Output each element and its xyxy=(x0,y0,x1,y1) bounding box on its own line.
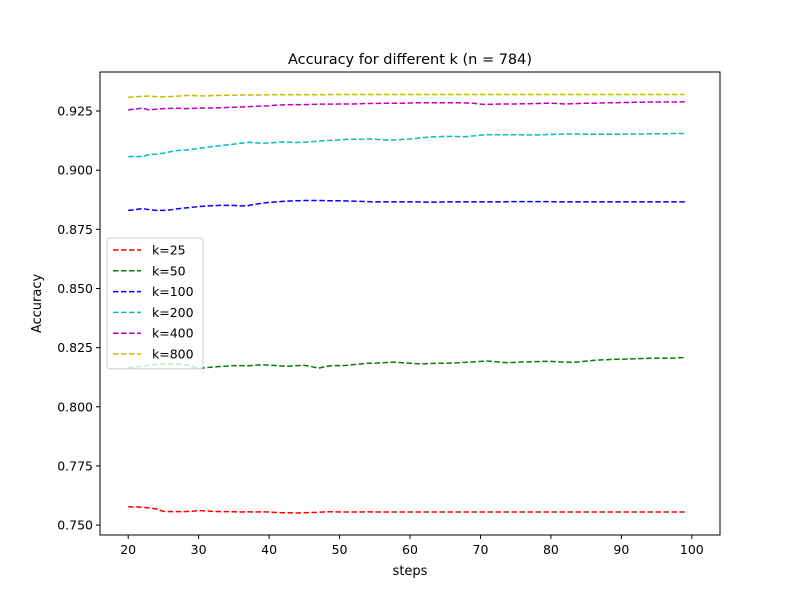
legend: k=25 k=50 k=100 k=200 k=400 k=800 xyxy=(106,237,204,370)
y-tick-label: 0.925 xyxy=(57,104,93,119)
x-tick-label: 50 xyxy=(332,542,348,557)
y-tick-label: 0.800 xyxy=(57,399,93,414)
x-axis-label: steps xyxy=(393,564,428,579)
y-tick-label: 0.875 xyxy=(57,222,93,237)
x-tick-label: 90 xyxy=(613,542,629,557)
legend-label: k=200 xyxy=(152,305,194,320)
series-line-k-400 xyxy=(128,101,685,111)
y-axis-label: Accuracy xyxy=(30,274,45,334)
y-axis-ticks: 0.750 0.775 0.800 0.825 0.850 0.875 0.900 0.925 xyxy=(57,104,100,533)
x-tick-label: 60 xyxy=(402,542,418,557)
chart-title: Accuracy for different k (n = 784) xyxy=(288,52,532,68)
series-line-k-50 xyxy=(128,356,685,370)
x-tick-label: 20 xyxy=(120,542,136,557)
y-tick-label: 0.775 xyxy=(57,458,93,473)
x-tick-label: 70 xyxy=(473,542,489,557)
y-tick-label: 0.750 xyxy=(57,518,93,533)
series-line-k-25 xyxy=(128,506,685,514)
plot-series xyxy=(128,93,685,514)
series-line-k-100 xyxy=(128,199,685,212)
y-tick-label: 0.825 xyxy=(57,340,93,355)
legend-label: k=800 xyxy=(152,347,194,362)
x-tick-label: 100 xyxy=(680,542,704,557)
series-line-k-800 xyxy=(128,93,685,99)
x-axis-ticks: 20 30 40 50 60 70 80 90 100 xyxy=(120,535,704,557)
x-tick-label: 40 xyxy=(261,542,277,557)
legend-label: k=400 xyxy=(152,326,194,341)
legend-label: k=50 xyxy=(152,263,186,278)
x-tick-label: 80 xyxy=(543,542,559,557)
legend-label: k=25 xyxy=(152,243,186,258)
legend-label: k=100 xyxy=(152,284,194,299)
y-tick-label: 0.900 xyxy=(57,163,93,178)
series-line-k-200 xyxy=(128,132,685,158)
y-tick-label: 0.850 xyxy=(57,281,93,296)
x-tick-label: 30 xyxy=(191,542,207,557)
